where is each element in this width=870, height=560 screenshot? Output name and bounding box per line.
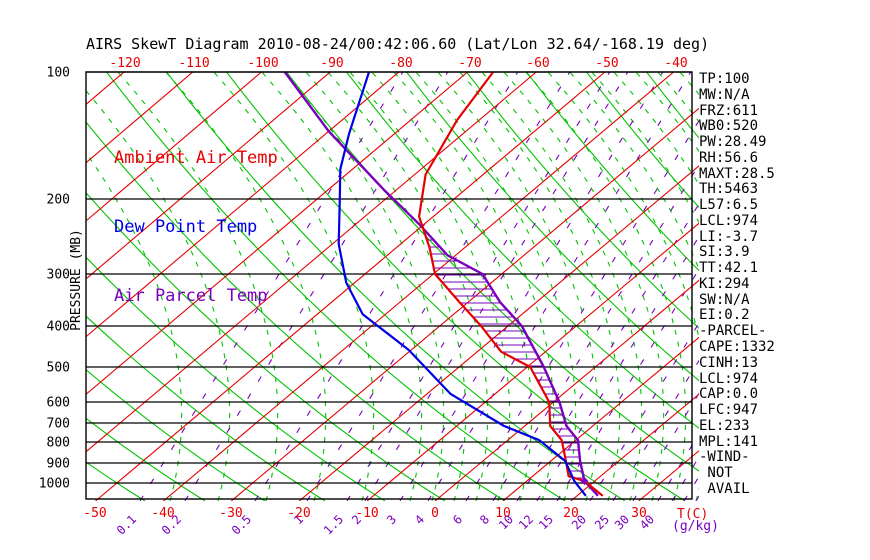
readout-line: FRZ:611 <box>699 102 759 119</box>
svg-text:4: 4 <box>412 512 427 527</box>
svg-text:600: 600 <box>47 396 70 411</box>
readout-line: NOT <box>699 465 733 482</box>
parcel-start-marker <box>580 477 589 486</box>
svg-text:3: 3 <box>384 512 399 527</box>
temp-unit-label: T(C) <box>677 507 708 522</box>
readout-line: TH:5463 <box>699 181 759 198</box>
legend-ambient: Ambient Air Temp <box>114 148 278 168</box>
readout-line: KI:294 <box>699 275 750 292</box>
readout-line: EL:233 <box>699 417 750 434</box>
svg-text:30: 30 <box>631 506 647 521</box>
readout-line: MW:N/A <box>699 86 750 103</box>
svg-text:12: 12 <box>516 512 536 532</box>
svg-text:-80: -80 <box>389 56 412 71</box>
svg-text:30: 30 <box>612 512 632 532</box>
readout-line: CINH:13 <box>699 354 759 371</box>
svg-text:-70: -70 <box>458 56 481 71</box>
svg-text:500: 500 <box>47 361 70 376</box>
svg-text:900: 900 <box>47 457 70 472</box>
svg-text:-100: -100 <box>247 56 278 71</box>
svg-text:700: 700 <box>47 417 70 432</box>
svg-text:-40: -40 <box>664 56 687 71</box>
readout-line: LCL:974 <box>699 370 759 387</box>
readout-line: -PARCEL- <box>699 323 767 340</box>
readout-line: -WIND- <box>699 449 750 466</box>
legend: Ambient Air Temp Dew Point Temp Air Parc… <box>114 101 278 354</box>
svg-text:-60: -60 <box>526 56 549 71</box>
readout-line: SI:3.9 <box>699 244 750 261</box>
svg-text:25: 25 <box>592 512 612 532</box>
readout-line: LI:-3.7 <box>699 228 759 245</box>
top-temp-labels: -120 -110 -100 -90 -80 -70 -60 -50 -40 <box>109 56 687 71</box>
svg-text:-110: -110 <box>178 56 209 71</box>
readout-line: EI:0.2 <box>699 307 750 324</box>
svg-text:100: 100 <box>47 66 70 81</box>
parcel-temp-curve <box>283 71 599 497</box>
svg-text:15: 15 <box>536 512 556 532</box>
svg-text:-20: -20 <box>287 506 310 521</box>
mixing-unit-label: (g/kg) <box>672 519 719 534</box>
readout-line: AVAIL <box>699 480 750 497</box>
svg-text:300: 300 <box>47 268 70 283</box>
isotherm-lines <box>86 72 699 501</box>
readout-line: TT:42.1 <box>699 260 759 277</box>
pressure-axis-title: PRESSURE (MB) <box>69 229 84 331</box>
sounding-readouts: TP:100 MW:N/A FRZ:611 WB0:520 PW:28.49 RH:56.… <box>699 71 775 498</box>
readout-line: CAP:0.0 <box>699 386 759 403</box>
mixing-ratio-labels: 0.1 0.2 0.5 1 1.5 2 3 4 6 8 10 12 15 20 25 30 40 (g/kg) <box>114 512 719 537</box>
plot-background-lines <box>86 72 699 501</box>
svg-text:10: 10 <box>495 506 511 521</box>
readout-line: PW:28.49 <box>699 134 767 151</box>
svg-text:200: 200 <box>47 193 70 208</box>
dry-adiabat-lines <box>86 72 699 501</box>
readout-line: MAXT:28.5 <box>699 165 775 182</box>
svg-text:-90: -90 <box>320 56 343 71</box>
svg-text:0: 0 <box>431 506 439 521</box>
ambient-temp-curve <box>418 71 604 497</box>
svg-text:8: 8 <box>477 512 492 527</box>
svg-text:400: 400 <box>47 320 70 335</box>
svg-text:0.1: 0.1 <box>114 512 139 537</box>
pressure-gridlines <box>86 71 692 484</box>
plot-frame <box>85 71 693 500</box>
readout-line: RH:56.6 <box>699 149 759 166</box>
pressure-axis-labels: 100 200 300 400 500 600 700 800 900 1000 PRESSURE … <box>39 66 84 492</box>
svg-text:1.5: 1.5 <box>321 512 346 537</box>
readout-line: TP:100 <box>699 71 750 87</box>
svg-text:20: 20 <box>563 506 579 521</box>
svg-text:-10: -10 <box>355 506 378 521</box>
svg-text:6: 6 <box>450 512 465 527</box>
svg-text:-50: -50 <box>83 506 106 521</box>
svg-text:-120: -120 <box>109 56 140 71</box>
readout-line: L57:6.5 <box>699 197 759 214</box>
svg-text:-30: -30 <box>219 506 242 521</box>
svg-text:-40: -40 <box>151 506 174 521</box>
readout-line: SW:N/A <box>699 291 750 308</box>
svg-text:-50: -50 <box>595 56 618 71</box>
svg-text:1000: 1000 <box>39 477 70 492</box>
readout-line: CAPE:1332 <box>699 339 775 356</box>
cape-hatch-area <box>424 232 584 479</box>
legend-dewpoint: Dew Point Temp <box>114 217 258 237</box>
readout-line: LFC:947 <box>699 402 759 419</box>
page-title: AIRS SkewT Diagram 2010-08-24/00:42:06.6… <box>86 35 710 53</box>
legend-parcel: Air Parcel Temp <box>114 286 268 306</box>
svg-text:800: 800 <box>47 436 70 451</box>
dewpoint-curve <box>337 71 587 497</box>
readout-line: LCL:974 <box>699 212 759 229</box>
readout-line: WB0:520 <box>699 118 759 135</box>
readout-line: MPL:141 <box>699 433 759 450</box>
bottom-temp-labels: -50 -40 -30 -20 -10 0 10 20 30 T(C) <box>83 506 708 522</box>
